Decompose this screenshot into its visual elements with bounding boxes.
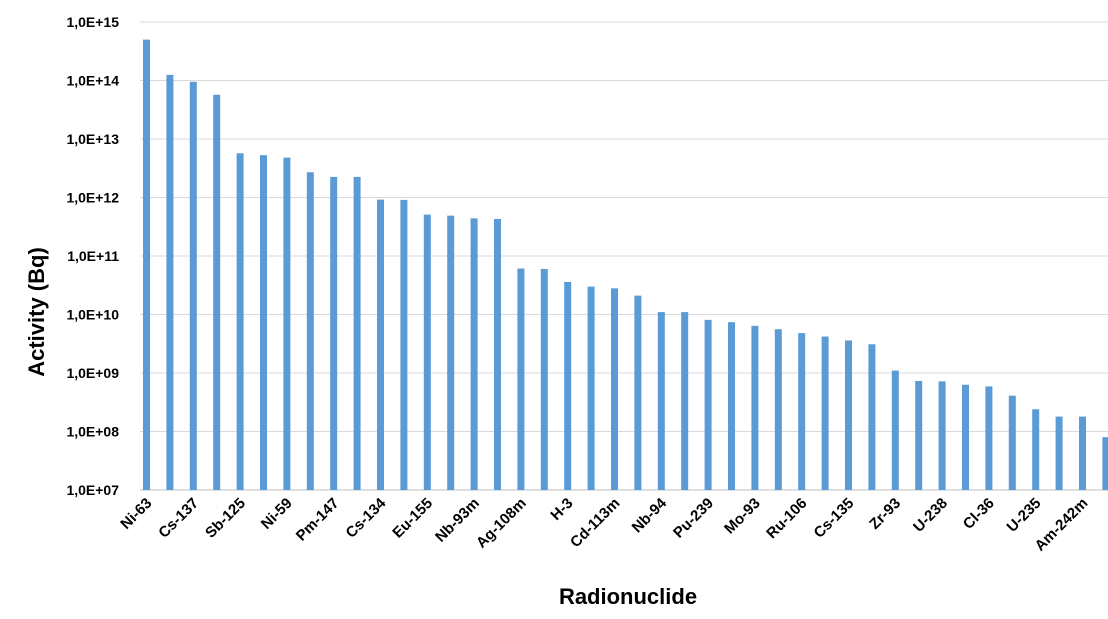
bar (540, 268, 548, 490)
bar (143, 39, 150, 490)
bar (798, 333, 806, 490)
x-tick-label: Cs-135 (811, 495, 858, 542)
x-tick-label: Ru-106 (763, 495, 810, 542)
x-tick-label: Nb-94 (629, 494, 671, 536)
bar (681, 312, 689, 490)
bar (657, 312, 665, 490)
x-tick-label: Cs-134 (343, 494, 390, 541)
x-tick-label: Cl-36 (960, 495, 998, 533)
bar (915, 380, 923, 490)
bar (845, 340, 852, 490)
x-tick-label: H-3 (547, 495, 576, 524)
bar (494, 218, 501, 491)
x-tick-label: Eu-155 (389, 495, 436, 542)
x-tick-label: Ag-108m (473, 495, 530, 552)
bar (1032, 409, 1040, 490)
y-axis-ticks: 1,0E+07 1,0E+08 1,0E+09 1,0E+10 1,0E+11 1,0E+… (66, 14, 119, 498)
bar (260, 155, 267, 490)
y-tick-label: 1,0E+08 (66, 424, 119, 440)
bar (447, 215, 455, 490)
bar (728, 322, 735, 490)
y-tick-label: 1,0E+12 (66, 190, 119, 206)
bar (938, 381, 946, 490)
bar (470, 218, 478, 490)
x-tick-label: U-235 (1004, 495, 1045, 536)
y-tick-label: 1,0E+13 (66, 131, 119, 147)
bar (1102, 437, 1108, 490)
x-tick-label: Cd-113m (567, 495, 623, 551)
bar (868, 344, 876, 490)
bar (353, 176, 361, 490)
bar (377, 199, 384, 490)
y-tick-label: 1,0E+07 (66, 482, 119, 498)
bar (236, 153, 244, 491)
bar (634, 295, 642, 490)
y-tick-label: 1,0E+15 (66, 14, 119, 30)
x-tick-label: U-238 (910, 495, 951, 536)
bar (400, 199, 408, 491)
gridlines (140, 21, 1108, 491)
bar (564, 281, 572, 490)
bar (330, 176, 338, 490)
x-tick-label: Pu-239 (670, 495, 717, 542)
bar (962, 384, 969, 490)
y-axis-title: Activity (Bq) (24, 247, 49, 377)
bars (143, 39, 1108, 491)
y-tick-label: 1,0E+09 (66, 365, 119, 381)
bar (189, 81, 197, 491)
bar (306, 172, 314, 491)
x-axis-title: Radionuclide (559, 584, 697, 609)
x-tick-label: Mo-93 (721, 495, 764, 538)
x-tick-label: Sb-125 (202, 495, 249, 542)
bar (611, 288, 618, 490)
bar (283, 157, 291, 490)
bar (166, 74, 174, 491)
bar (1055, 416, 1063, 490)
bar (821, 336, 829, 490)
x-tick-label: Ni-59 (258, 495, 296, 533)
bar (891, 370, 899, 490)
x-tick-label: Pm-147 (293, 495, 343, 545)
bar (587, 286, 595, 490)
bar (1008, 395, 1016, 490)
x-tick-label: Cs-137 (155, 495, 202, 542)
x-tick-label: Zr-93 (866, 495, 904, 533)
y-tick-label: 1,0E+14 (66, 73, 119, 89)
x-tick-label: Ni-63 (117, 495, 155, 533)
y-tick-label: 1,0E+10 (66, 307, 119, 323)
bar (751, 325, 759, 490)
bar (774, 329, 782, 490)
bar (985, 386, 993, 490)
bar (517, 268, 525, 490)
bar (704, 319, 712, 490)
bar (213, 94, 221, 491)
bar (423, 214, 431, 490)
bar (1079, 416, 1086, 490)
y-tick-label: 1,0E+11 (67, 248, 119, 264)
